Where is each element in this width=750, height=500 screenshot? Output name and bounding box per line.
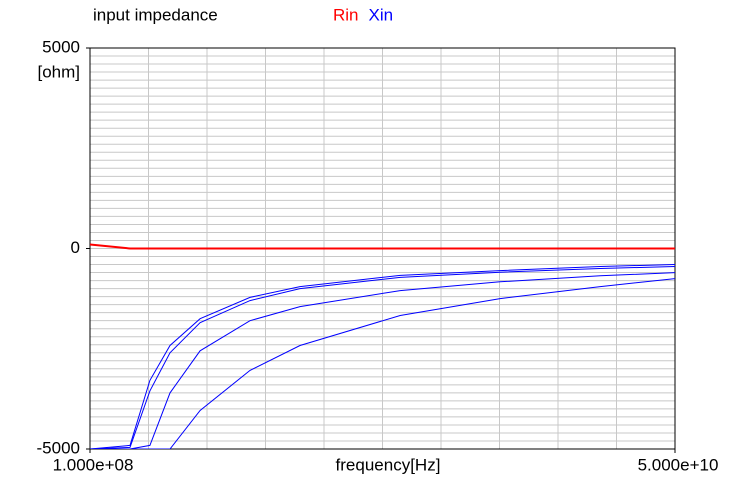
plot-area — [90, 243, 675, 449]
x-tick-label: 1.000e+08 — [53, 455, 134, 474]
y-tick-label: -5000 — [37, 438, 80, 457]
y-tick-label: 5000 — [42, 37, 80, 56]
curve — [90, 278, 675, 449]
y-tick-label: 0 — [71, 238, 80, 257]
legend-entry: Rin — [333, 5, 359, 24]
y-axis-label: [ohm] — [37, 62, 80, 81]
curve — [90, 243, 675, 250]
curve — [90, 266, 675, 449]
chart-title: input impedance — [93, 5, 218, 24]
x-tick-label: 5.000e+10 — [638, 455, 719, 474]
x-axis-label: frequency[Hz] — [336, 455, 441, 474]
legend-entry: Xin — [369, 5, 394, 24]
curve — [90, 272, 675, 449]
curve — [90, 264, 675, 449]
